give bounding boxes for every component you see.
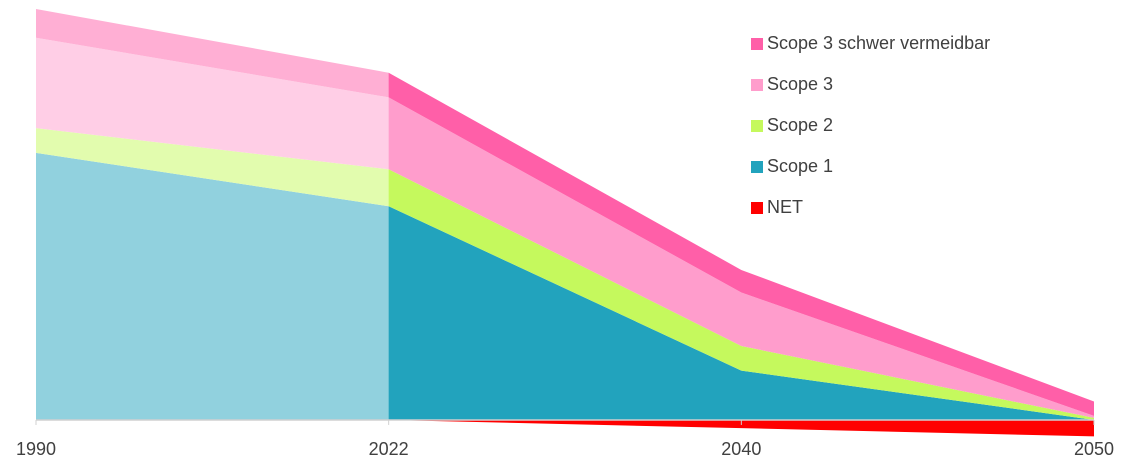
legend-label: NET [767,197,803,217]
x-tick-label: 2050 [1074,439,1114,459]
area [36,9,1094,416]
legend-label: Scope 3 schwer vermeidbar [767,33,990,53]
area [36,419,1094,437]
legend-label: Scope 1 [767,156,833,176]
legend-swatch [751,120,763,132]
x-tick-label: 2040 [721,439,761,459]
x-tick-label: 1990 [16,439,56,459]
legend-swatch [751,161,763,173]
legend-swatch [751,202,763,214]
legend-swatch [751,79,763,91]
legend-label: Scope 3 [767,74,833,94]
area [36,128,1094,420]
x-tick-label: 2022 [369,439,409,459]
legend-label: Scope 2 [767,115,833,135]
past-shade [36,0,389,420]
legend-swatch [751,38,763,50]
